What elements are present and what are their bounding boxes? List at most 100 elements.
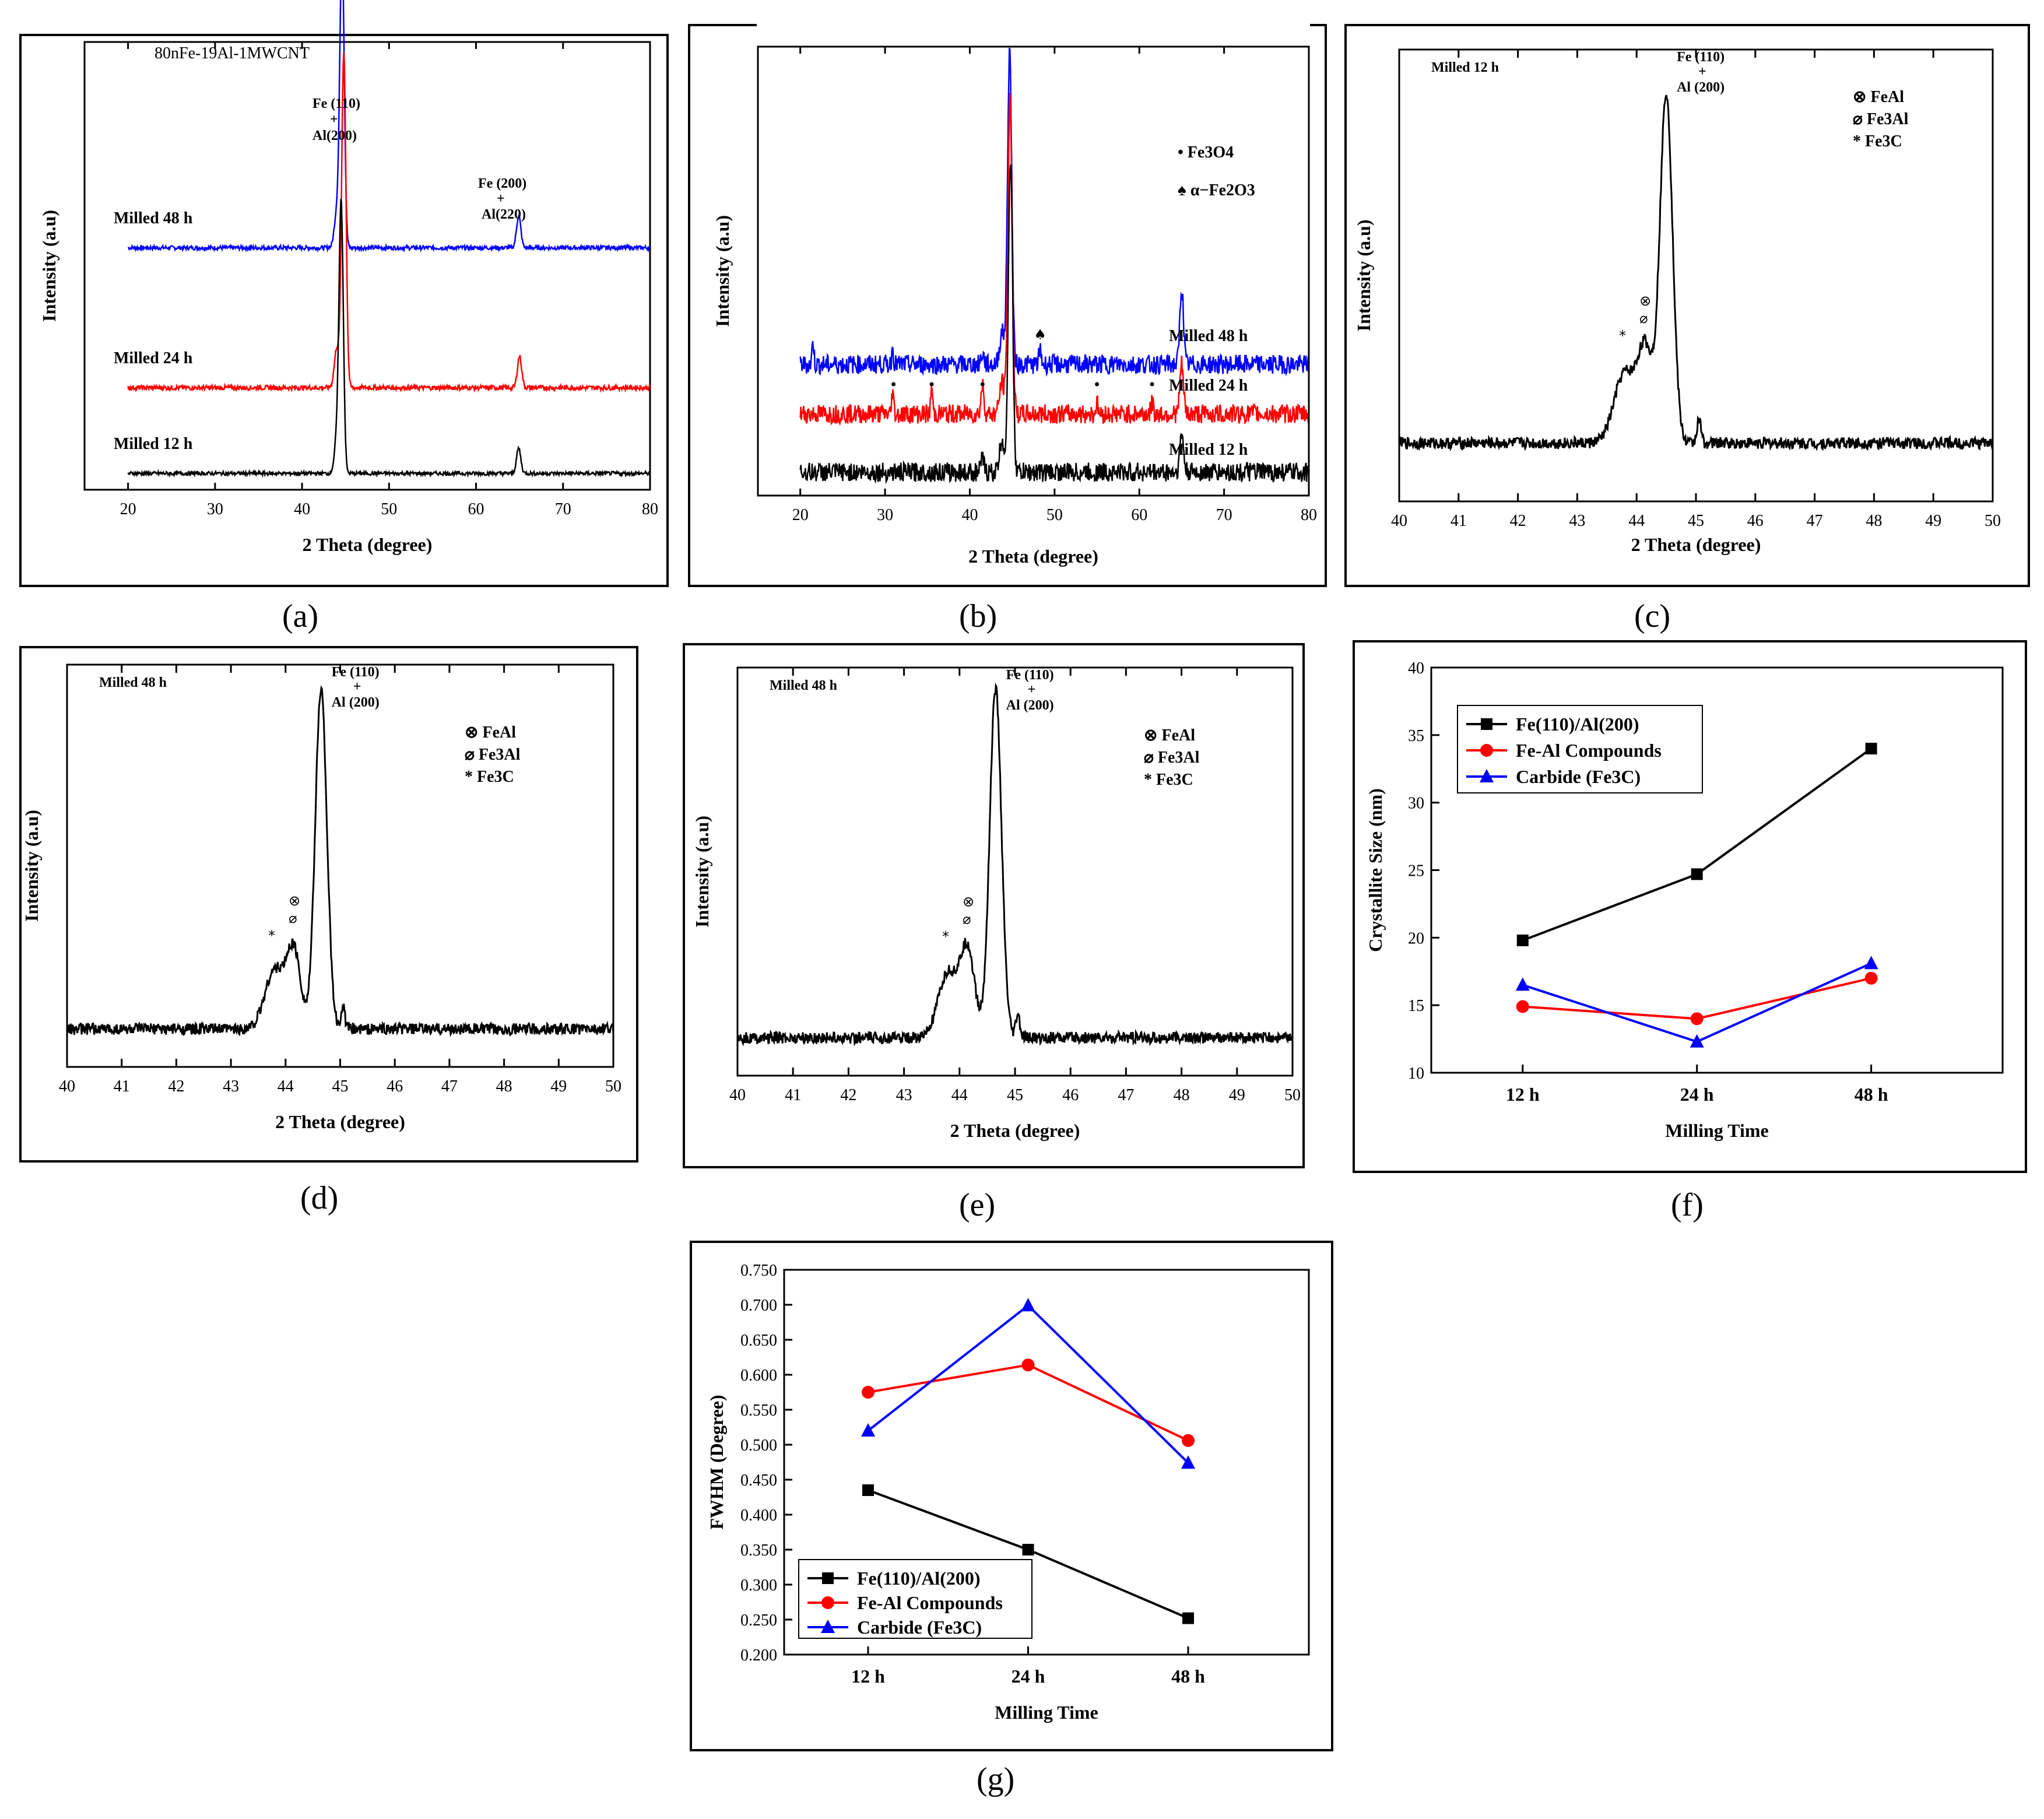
x-tick-label: 48 [1866,512,1882,530]
y-tick-label: 0.700 [740,1297,777,1315]
x-tick-label: 43 [223,1077,239,1095]
legend-item: * Fe3C [465,768,514,786]
marker-square [1516,934,1529,946]
marker-circle [862,1386,875,1399]
x-tick-label: 40 [729,1086,746,1104]
x-tick-label: 50 [381,500,397,518]
x-tick-label: 41 [114,1077,130,1095]
x-tick-label: 45 [332,1077,349,1095]
peak-label: Fe (110) [1677,50,1725,65]
annotation: Al(220) [482,207,526,222]
series-line [799,93,1310,426]
x-tick-label: 30 [207,500,223,518]
plot-area-e [736,666,1294,1077]
peak-label: Fe (110) [1006,668,1054,683]
x-tick-label: 42 [1510,512,1526,530]
legend-label: Fe(110)/Al(200) [857,1568,981,1589]
legend-item: ⊗ FeAl [465,724,516,742]
x-tick-label: 42 [168,1077,184,1095]
y-tick-label: 30 [1408,795,1424,813]
x-tick-label: 43 [1569,512,1585,530]
x-tick-label: 47 [1118,1086,1134,1104]
x-tick-label: 70 [555,500,571,518]
panel-f-frame [1353,640,2027,1173]
x-axis-label: 2 Theta (degree) [968,546,1098,567]
fe2o3-marker: ♠ [1034,326,1046,343]
x-axis-label: 2 Theta (degree) [1631,534,1761,555]
fe3o4-marker: • [978,377,986,393]
plot-area-d [66,663,614,1068]
y-tick-label: 20 [1408,929,1424,947]
legend-item: ⌀ Fe3Al [1853,110,1909,128]
fe3o4-marker: • [1148,377,1156,393]
peak-label: + [1028,682,1036,697]
panel-e-frame [683,643,1305,1168]
plot-border [757,45,1310,497]
clip-mask [757,23,1310,46]
y-tick-label: 0.500 [740,1437,777,1455]
series-line [66,685,614,1038]
y-axis-label: FWHM (Degree) [706,1395,727,1529]
y-axis-label: Intensity (a.u) [712,215,733,327]
legend-item: ⌀ Fe3Al [1144,749,1200,767]
x-tick-label: 20 [792,506,809,524]
y-tick-label: 0.650 [740,1332,777,1350]
legend-item: * Fe3C [1144,771,1193,789]
legend-label: Fe-Al Compounds [1516,740,1662,761]
caption-c: (c) [1634,598,1671,634]
chart-b: 20 30 40 50 60 70 80 2 Theta (degree) Intensity … [712,23,1317,567]
marker-triangle [1480,769,1494,782]
marker-triangle [821,1620,835,1633]
peak-label: + [353,679,361,694]
y-tick-label: 0.300 [740,1576,777,1595]
x-tick-label: 50 [605,1077,621,1095]
x-tick-label: 46 [1062,1086,1079,1104]
x-tick-label: 47 [441,1077,458,1095]
x-axis-label: Milling Time [1665,1120,1769,1141]
fe3c-marker: * [1619,328,1626,344]
y-axis-label: Intensity (a.u) [21,810,42,922]
y-tick-label: 0.550 [740,1402,777,1420]
x-axis-label: Milling Time [995,1702,1098,1723]
x-tick-label: 50 [1284,1086,1301,1104]
y-tick-label: 0.450 [740,1472,777,1490]
caption-b: (b) [959,598,998,634]
series-label: Milled 12 h [114,435,193,453]
caption-d: (d) [300,1180,339,1216]
y-tick-label: 0.400 [740,1507,777,1525]
marker-circle [1690,1012,1704,1026]
legend-label: Carbide (Fe3C) [1516,766,1641,787]
series-line [128,0,651,253]
y-tick-label: 0.250 [740,1611,777,1630]
marker-square [1182,1612,1194,1624]
x-tick-label: 49 [550,1077,567,1095]
y-tick-label: 15 [1408,997,1424,1015]
x-axis-label: 2 Theta (degree) [275,1111,405,1132]
legend-item: ⊗ FeAl [1853,88,1904,106]
x-tick-label: 48 h [1855,1084,1888,1105]
legend-fe2o3: ♠ α−Fe2O3 [1178,181,1255,199]
series-line [799,164,1310,484]
panel-d-frame [19,646,638,1163]
x-tick-label: 44 [951,1086,968,1104]
legend-fe3o4: • Fe3O4 [1178,143,1234,161]
peak-label: Al (200) [332,695,380,710]
legend-label: Fe(110)/Al(200) [1516,714,1639,735]
x-tick-label: 12 h [851,1666,885,1687]
x-tick-label: 48 [496,1077,512,1095]
series-line [1398,94,1994,452]
chart-d: 40 41 42 43 44 45 46 47 48 49 50 2 Theta (degree) In… [21,663,621,1132]
x-tick-label: 46 [387,1077,403,1095]
x-tick-label: 30 [877,506,893,524]
x-tick-label: 80 [1301,506,1317,524]
plot-area-b [757,45,1310,497]
y-tick-label: 10 [1408,1065,1424,1083]
legend-label: Fe-Al Compounds [857,1592,1003,1613]
marker-square [1022,1544,1034,1555]
x-tick-label: 40 [59,1077,75,1095]
fe3o4-marker: • [890,377,898,393]
marker-circle [1864,971,1878,985]
x-tick-label: 49 [1229,1086,1245,1104]
marker-triangle [1181,1455,1195,1469]
panel-c-frame [1344,24,2030,587]
